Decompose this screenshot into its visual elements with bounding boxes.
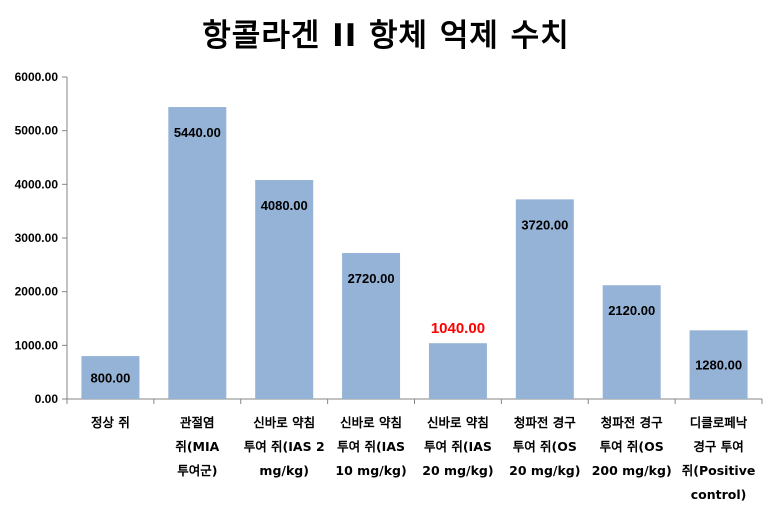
y-tick-label: 5000.00 <box>15 124 59 138</box>
x-tick-label: 관절염 <box>180 415 215 430</box>
y-tick-label: 6000.00 <box>15 70 59 84</box>
data-label: 2720.00 <box>348 271 395 286</box>
x-tick-label: 청파전 경구 <box>514 415 576 430</box>
x-tick-label: 쥐(MIA <box>175 439 219 454</box>
x-tick-label: 투여 쥐(IAS 2 <box>244 439 325 454</box>
x-tick-label: 청파전 경구 <box>601 415 663 430</box>
x-tick-label: 디클로페낙 <box>690 415 748 430</box>
x-tick-label: mg/kg) <box>259 463 309 478</box>
x-tick-label: 투여 쥐(OS <box>513 439 577 454</box>
y-tick-label: 3000.00 <box>15 231 59 245</box>
x-tick-label: 투여군) <box>177 463 217 478</box>
bar <box>428 343 487 399</box>
x-tick-label: 투여 쥐(IAS <box>424 439 492 454</box>
x-tick-label: 20 mg/kg) <box>422 463 493 478</box>
x-tick-label: 쥐(Positive <box>682 463 756 478</box>
data-label: 1280.00 <box>695 358 742 373</box>
bar <box>255 180 314 399</box>
bar <box>515 199 574 399</box>
x-tick-label: 경구 투여 <box>693 439 743 454</box>
chart-title: 항콜라겐 II 항체 억제 수치 <box>202 18 570 54</box>
y-tick-label: 0.00 <box>35 392 59 406</box>
data-label: 2120.00 <box>608 303 655 318</box>
y-tick-label: 2000.00 <box>15 285 59 299</box>
x-tick-label: 신바로 약침 <box>340 415 402 430</box>
bars <box>81 107 748 399</box>
y-tick-label: 4000.00 <box>15 177 59 191</box>
bar <box>81 356 140 399</box>
x-tick-label: 투여 쥐(IAS <box>337 439 405 454</box>
bar <box>689 330 748 399</box>
value-labels: 800.00 5440.00 4080.00 2720.00 1040.00 3720.0… <box>91 125 743 385</box>
y-tick-label: 1000.00 <box>15 338 59 352</box>
x-tick-label: 200 mg/kg) <box>592 463 672 478</box>
y-axis: 0.00 1000.00 2000.00 3000.00 4000.00 5000.00 6… <box>15 70 68 406</box>
x-tick-label: 20 mg/kg) <box>509 463 580 478</box>
x-tick-label: 신바로 약침 <box>253 415 315 430</box>
data-label: 800.00 <box>91 371 131 386</box>
data-label: 5440.00 <box>174 125 221 140</box>
x-tick-label: 투여 쥐(OS <box>600 439 664 454</box>
data-label: 1040.00 <box>431 320 485 337</box>
x-tick-label: 신바로 약침 <box>427 415 489 430</box>
x-tick-label: 10 mg/kg) <box>335 463 406 478</box>
data-label: 3720.00 <box>521 217 568 232</box>
x-tick-label: control) <box>691 487 747 502</box>
bar <box>602 285 661 399</box>
x-axis <box>66 398 763 404</box>
x-tick-label: 정상 쥐 <box>91 415 130 430</box>
data-label: 4080.00 <box>261 198 308 213</box>
bar <box>168 107 227 399</box>
bar <box>342 253 401 399</box>
